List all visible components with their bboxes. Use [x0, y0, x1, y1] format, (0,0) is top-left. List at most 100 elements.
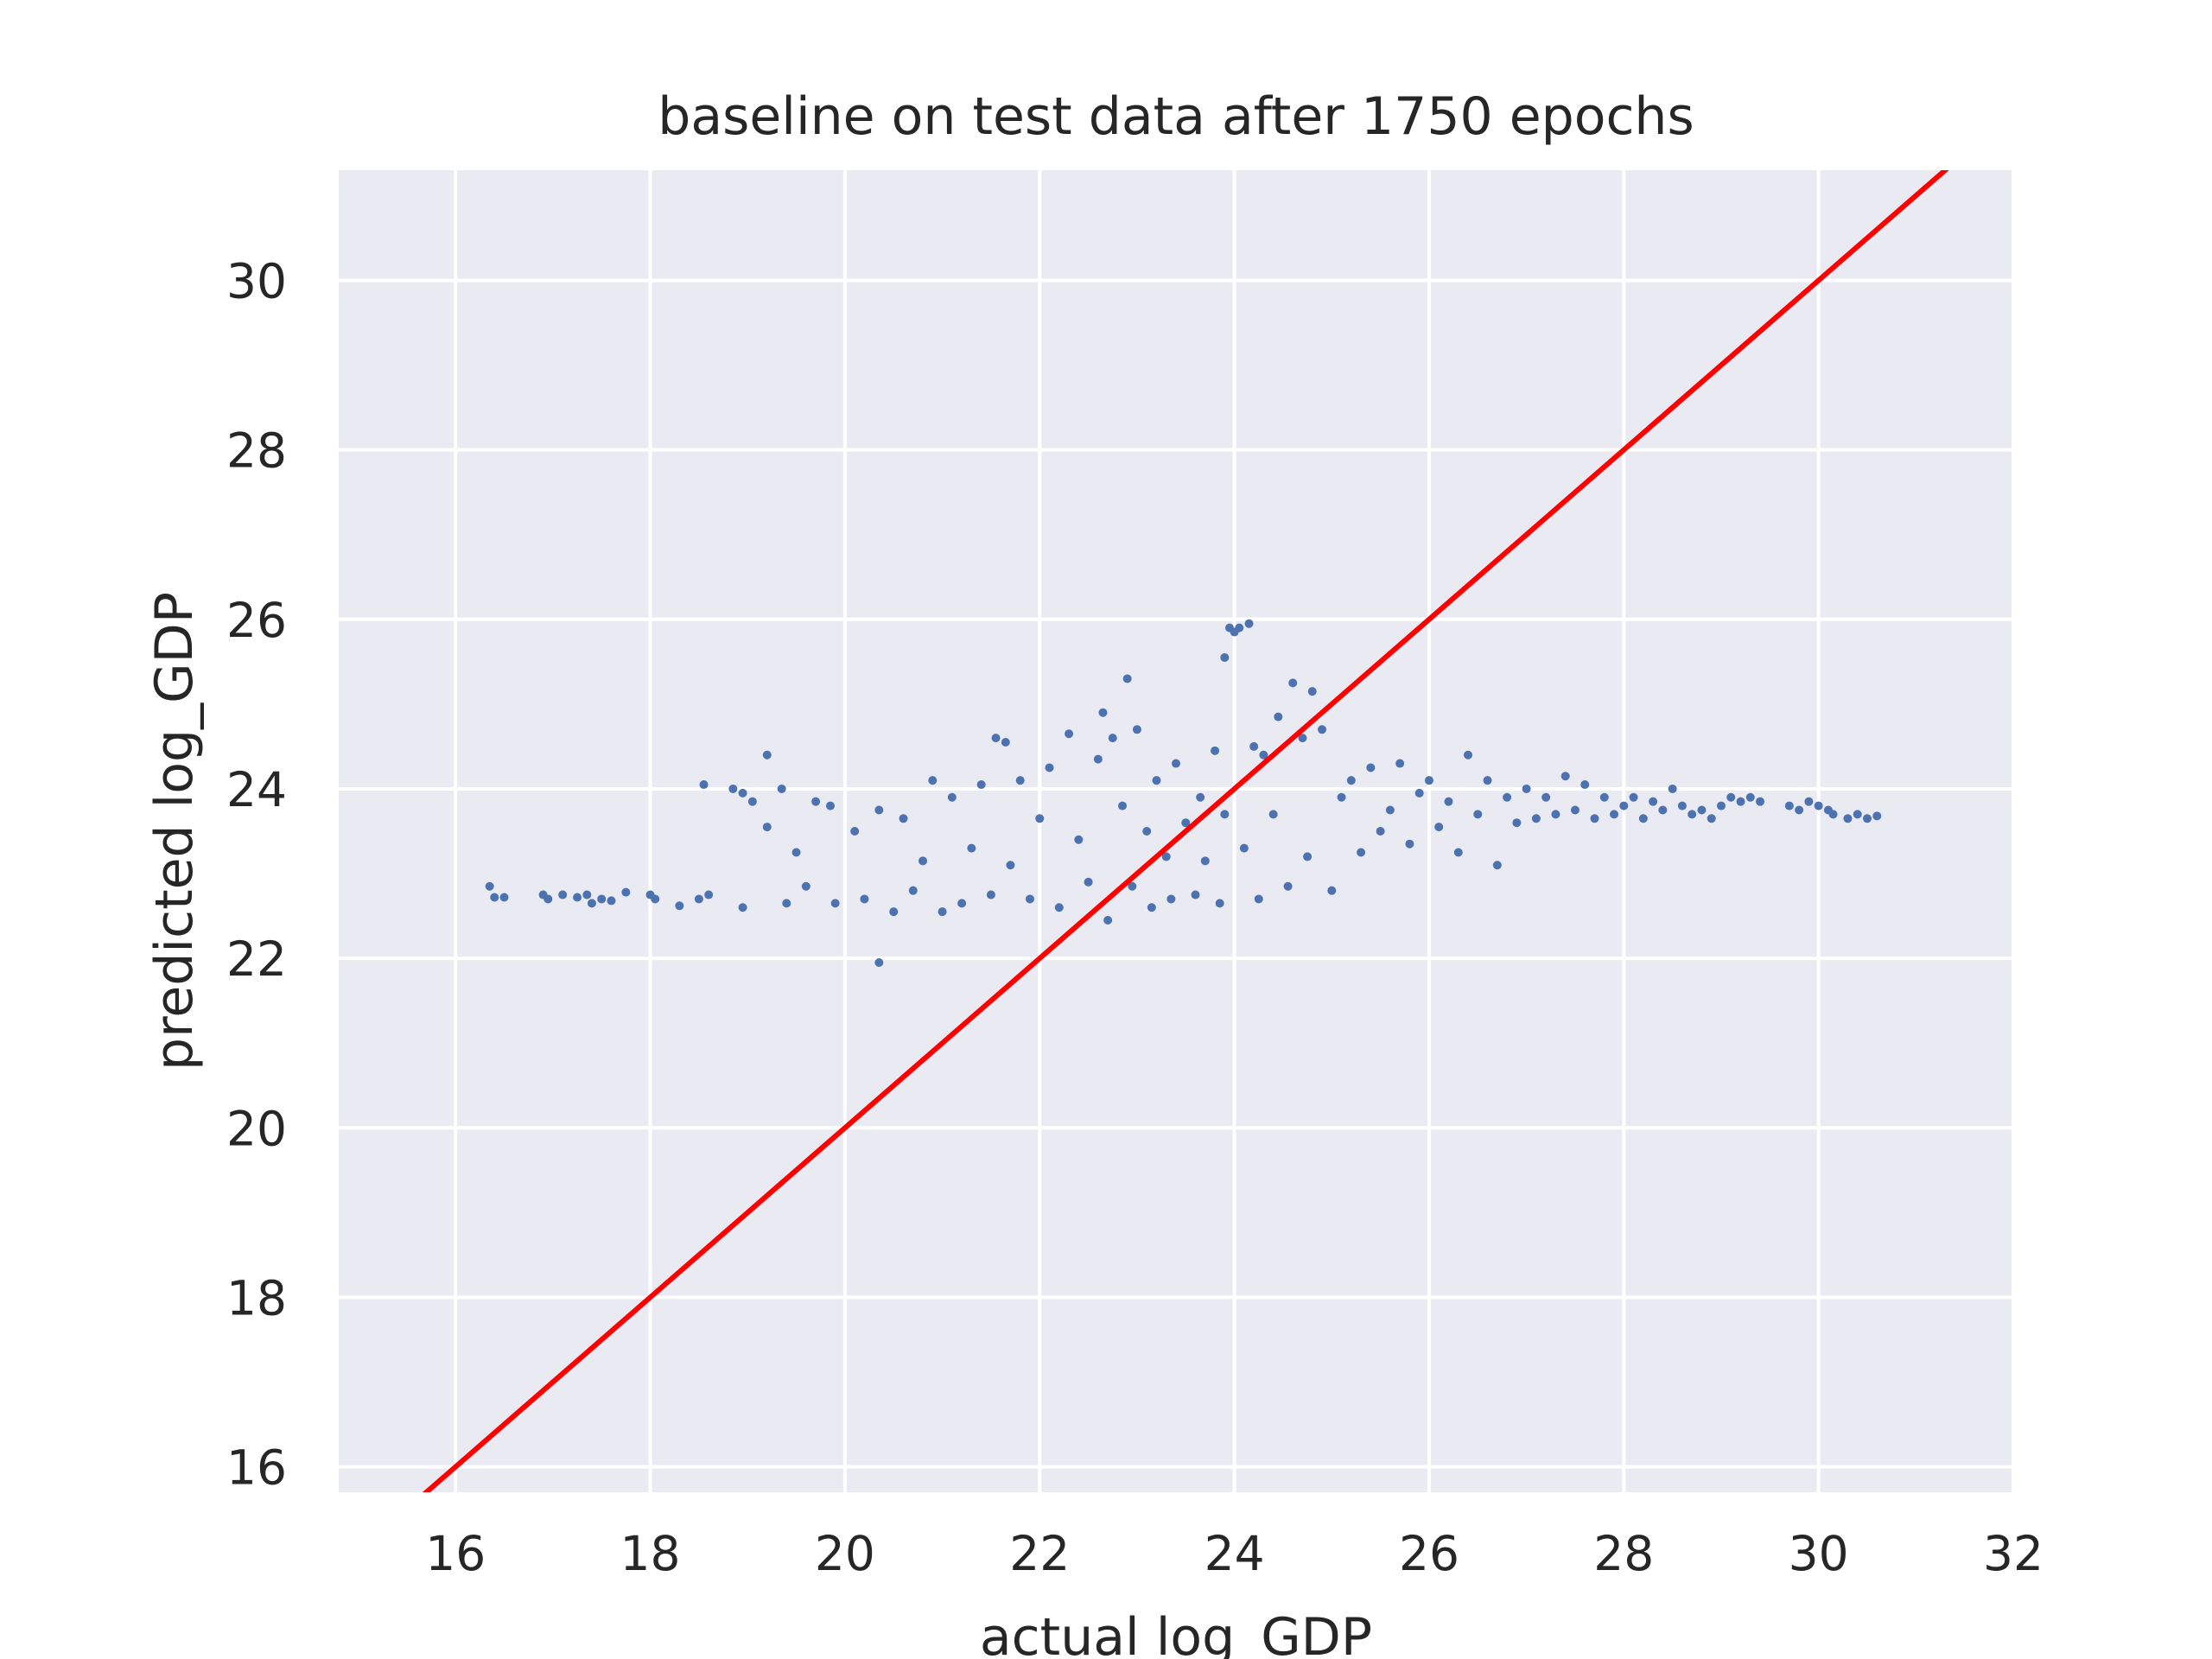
data-point — [976, 780, 986, 790]
data-point — [1395, 759, 1405, 768]
reference-line — [422, 170, 1949, 1492]
data-point — [1707, 814, 1716, 823]
x-tick-label: 26 — [1399, 1526, 1459, 1581]
data-point — [1220, 652, 1230, 662]
data-point — [947, 792, 957, 802]
data-point — [1843, 814, 1853, 823]
data-point — [830, 899, 840, 908]
data-point — [1814, 801, 1823, 810]
data-point — [1492, 861, 1502, 870]
data-point — [704, 890, 714, 899]
data-point — [1541, 792, 1551, 802]
data-point — [1414, 788, 1424, 798]
data-point — [762, 823, 772, 832]
data-point — [1610, 810, 1619, 819]
data-point — [1132, 725, 1141, 734]
data-point — [1098, 708, 1108, 717]
chart-title: baseline on test data after 1750 epochs — [658, 86, 1694, 147]
data-point — [967, 843, 976, 853]
data-point — [694, 894, 703, 904]
data-point — [1590, 814, 1599, 823]
data-point — [1677, 801, 1687, 810]
x-tick-labels: 16 18 20 22 24 26 28 30 32 — [425, 1526, 2044, 1581]
data-point — [1473, 810, 1483, 819]
data-point — [1444, 797, 1453, 806]
data-point — [1118, 801, 1128, 810]
data-point — [573, 893, 582, 902]
data-point — [1108, 734, 1117, 743]
data-point — [1142, 827, 1152, 836]
data-point — [1828, 810, 1838, 819]
data-point — [1385, 805, 1395, 815]
data-point — [1103, 915, 1113, 925]
data-point — [1619, 801, 1629, 810]
data-point — [728, 784, 738, 793]
data-point — [811, 797, 821, 806]
y-axis-label: predicted log_GDP — [144, 592, 205, 1071]
data-point — [1307, 687, 1317, 696]
data-point — [1327, 886, 1337, 895]
data-point — [1220, 810, 1230, 819]
data-point — [850, 827, 860, 836]
data-point — [1161, 852, 1171, 861]
data-point — [1215, 899, 1224, 908]
data-point — [986, 890, 995, 899]
data-point — [1200, 856, 1210, 866]
x-tick-label: 30 — [1789, 1526, 1849, 1581]
data-point — [1453, 848, 1463, 857]
data-point — [1035, 814, 1045, 823]
data-point — [1283, 881, 1293, 891]
x-tick-label: 16 — [425, 1526, 486, 1581]
x-tick-label: 32 — [1983, 1526, 2044, 1581]
data-point — [1181, 818, 1191, 828]
data-point — [1337, 792, 1346, 802]
data-point — [1756, 797, 1765, 806]
data-point — [874, 805, 884, 815]
data-point — [1688, 810, 1697, 819]
data-point — [1424, 776, 1433, 785]
grid — [339, 170, 2015, 1492]
data-point — [1015, 776, 1025, 785]
data-point — [499, 893, 509, 902]
data-point — [1211, 746, 1220, 755]
data-point — [1599, 792, 1609, 802]
data-point — [1784, 801, 1794, 810]
y-tick-label: 24 — [226, 762, 287, 817]
data-point — [738, 788, 747, 798]
x-tick-label: 18 — [620, 1526, 681, 1581]
data-point — [1726, 792, 1736, 802]
data-point — [558, 890, 568, 899]
data-point — [1065, 729, 1074, 739]
data-point — [801, 881, 810, 891]
data-point — [1303, 852, 1313, 861]
data-point — [1196, 792, 1205, 802]
data-point — [587, 899, 596, 908]
data-point — [1512, 818, 1522, 828]
data-point — [485, 881, 494, 891]
data-point — [957, 899, 967, 908]
data-point — [908, 886, 918, 895]
data-point — [1357, 848, 1366, 857]
data-point — [777, 784, 786, 793]
data-point — [1366, 763, 1376, 772]
data-point — [1560, 772, 1570, 781]
x-tick-label: 22 — [1009, 1526, 1070, 1581]
x-tick-label: 24 — [1205, 1526, 1265, 1581]
data-point — [621, 887, 631, 897]
data-point — [1074, 835, 1084, 844]
data-point — [1872, 811, 1882, 821]
data-point — [1006, 861, 1015, 870]
data-point — [860, 894, 869, 904]
data-point — [1551, 810, 1560, 819]
data-point — [991, 734, 1001, 743]
data-point — [938, 907, 947, 917]
data-point — [1244, 619, 1254, 628]
data-point — [899, 814, 908, 823]
data-point — [1405, 839, 1414, 849]
data-point — [1629, 792, 1638, 802]
data-point — [1318, 725, 1327, 734]
plot-background — [339, 170, 2013, 1492]
data-point — [1166, 894, 1176, 904]
